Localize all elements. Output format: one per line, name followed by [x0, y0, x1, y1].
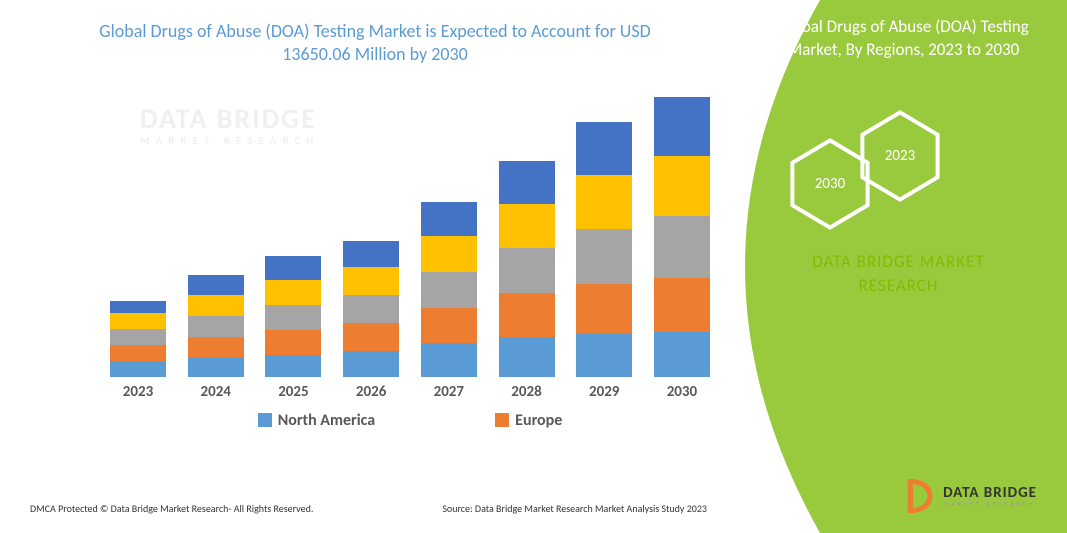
x-axis-label: 2027 [421, 383, 477, 401]
x-axis-label: 2023 [110, 383, 166, 401]
bar-segment [343, 323, 399, 351]
stacked-bar [499, 161, 555, 377]
bar-group [576, 122, 632, 377]
legend-item: Europe [495, 411, 562, 430]
bar-segment [576, 284, 632, 334]
bar-segment [499, 161, 555, 204]
legend-label: Europe [515, 411, 562, 430]
x-axis-label: 2030 [654, 383, 710, 401]
bar-segment [188, 316, 244, 337]
logo-text: DATA BRIDGE MARKET RESEARCH [943, 486, 1037, 507]
bar-segment [421, 236, 477, 272]
legend-label: North America [278, 411, 375, 430]
bar-segment [654, 156, 710, 216]
bar-segment [110, 361, 166, 377]
bars-row [100, 97, 720, 377]
stacked-bar [576, 122, 632, 377]
hexagon-2023: 2023 [860, 110, 940, 202]
bar-segment [499, 204, 555, 248]
bar-group [343, 241, 399, 377]
bar-segment [576, 122, 632, 175]
stacked-bar [421, 202, 477, 377]
right-panel-title: Global Drugs of Abuse (DOA) Testing Mark… [760, 16, 1047, 62]
bar-group [654, 97, 710, 377]
bar-segment [654, 332, 710, 377]
bar-segment [576, 175, 632, 229]
x-axis-label: 2029 [576, 383, 632, 401]
hex-label-2023: 2023 [885, 147, 915, 165]
chart-legend: North America Europe [100, 411, 720, 430]
bar-segment [576, 334, 632, 377]
logo-main: DATA BRIDGE [943, 486, 1037, 501]
stacked-bar [110, 301, 166, 377]
brand-text: DATA BRIDGE MARKET RESEARCH [730, 250, 1067, 298]
bar-segment [654, 97, 710, 156]
bar-segment [110, 329, 166, 345]
bar-segment [654, 278, 710, 332]
bar-segment [654, 216, 710, 278]
left-panel: Global Drugs of Abuse (DOA) Testing Mark… [0, 0, 730, 533]
hex-label-2030: 2030 [815, 175, 845, 193]
bar-group [499, 161, 555, 377]
bar-group [265, 256, 321, 377]
bar-segment [265, 330, 321, 355]
stacked-bar [654, 97, 710, 377]
stacked-bar [188, 275, 244, 377]
bar-segment [188, 358, 244, 377]
bar-segment [188, 295, 244, 316]
bar-segment [499, 337, 555, 377]
bar-segment [265, 280, 321, 305]
bar-segment [110, 345, 166, 361]
legend-swatch-icon [495, 413, 509, 427]
stacked-bar [343, 241, 399, 377]
footer-copyright: DMCA Protected © Data Bridge Market Rese… [30, 502, 313, 515]
chart-area: 20232024202520262027202820292030 North A… [100, 97, 720, 417]
brand-line1: DATA BRIDGE MARKET [730, 250, 1067, 274]
brand-line2: RESEARCH [730, 274, 1067, 298]
bar-segment [421, 202, 477, 236]
bar-segment [421, 272, 477, 308]
x-axis-label: 2028 [499, 383, 555, 401]
x-axis-label: 2024 [188, 383, 244, 401]
bar-segment [188, 275, 244, 295]
bar-segment [343, 351, 399, 377]
bar-segment [265, 355, 321, 377]
bar-group [110, 301, 166, 377]
chart-title: Global Drugs of Abuse (DOA) Testing Mark… [20, 20, 730, 67]
logo-mark-icon [901, 479, 935, 513]
bar-segment [576, 229, 632, 284]
bar-segment [110, 301, 166, 313]
hexagon-group: 2030 2023 [790, 110, 990, 230]
logo-sub: MARKET RESEARCH [943, 501, 1037, 507]
bar-segment [110, 313, 166, 329]
legend-swatch-icon [258, 413, 272, 427]
bar-segment [343, 241, 399, 267]
footer-source: Source: Data Bridge Market Research Mark… [442, 502, 707, 515]
bar-segment [421, 343, 477, 377]
footer: DMCA Protected © Data Bridge Market Rese… [30, 502, 707, 515]
stacked-bar [265, 256, 321, 377]
x-axis-labels: 2023 2024 2025 2026 2027 2028 2029 2030 [100, 377, 720, 401]
bar-group [421, 202, 477, 377]
bar-segment [188, 337, 244, 358]
bar-segment [265, 305, 321, 330]
bar-segment [343, 267, 399, 295]
bar-segment [499, 248, 555, 293]
bar-segment [421, 308, 477, 343]
bar-group [188, 275, 244, 377]
bar-segment [265, 256, 321, 280]
x-axis-label: 2026 [343, 383, 399, 401]
bar-segment [499, 293, 555, 337]
right-panel: Global Drugs of Abuse (DOA) Testing Mark… [730, 0, 1067, 533]
hexagon-2030: 2030 [790, 138, 870, 230]
legend-item: North America [258, 411, 375, 430]
root: Global Drugs of Abuse (DOA) Testing Mark… [0, 0, 1067, 533]
bar-segment [343, 295, 399, 323]
x-axis-label: 2025 [265, 383, 321, 401]
logo: DATA BRIDGE MARKET RESEARCH [901, 479, 1037, 513]
